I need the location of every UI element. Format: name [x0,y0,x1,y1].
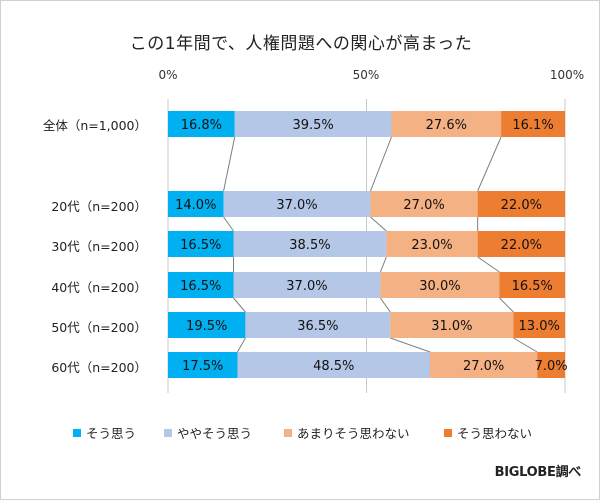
bar-segment [477,191,565,217]
data-label: 16.8% [181,118,222,133]
bar-segment [513,312,565,338]
category-label: 30代（n=200） [51,239,147,254]
legend-item: そう思わない [444,423,532,442]
data-label: 30.0% [419,279,460,294]
data-label: 27.6% [426,118,467,133]
series-line [477,136,502,192]
bar-segment [233,272,381,298]
bar-segment [233,231,387,257]
bar-segment [168,191,224,217]
bar-segment [234,111,392,137]
bar-segment [380,272,500,298]
series-line [237,337,246,353]
bar-segment [168,111,235,137]
data-label: 36.5% [297,319,338,334]
series-line [233,297,246,313]
bar-segment [501,111,565,137]
legend-item: ややそう思う [164,423,252,442]
data-label: 27.0% [403,198,444,213]
data-label: 13.0% [519,319,560,334]
bar-segment [430,352,538,378]
bar-segment [390,312,514,338]
data-label: 22.0% [501,238,542,253]
data-label: 27.0% [463,359,504,374]
bar-segment [386,231,478,257]
bar-segment [391,111,502,137]
legend-swatch [444,428,452,437]
series-line [370,136,392,192]
data-label: 7.0% [535,359,568,374]
legend-item: あまりそう思わない [284,423,410,442]
bar-segment [499,272,565,298]
legend-swatch [284,428,292,437]
chart-title: この1年間で、人権問題への関心が高まった [129,34,473,54]
legend-item: そう思う [73,423,136,442]
bar-segment [168,272,234,298]
legend-label: あまりそう思わない [297,426,410,441]
legend-swatch [73,428,81,437]
series-line [379,297,391,313]
category-label: 40代（n=200） [51,280,147,295]
category-label: 50代（n=200） [51,320,147,335]
series-line [513,337,538,353]
legend-swatch [164,428,172,437]
bar-segment [245,312,391,338]
series-line [223,136,236,192]
data-label: 16.5% [180,238,221,253]
x-tick-label: 50% [352,68,380,82]
data-label: 14.0% [175,198,216,213]
data-label: 31.0% [431,319,472,334]
series-line [370,216,387,232]
bar-segment [168,231,234,257]
bar-segment [168,352,238,378]
series-line [379,256,387,273]
data-label: 19.5% [186,319,227,334]
data-label: 16.5% [180,279,221,294]
data-label: 48.5% [313,359,354,374]
data-label: 39.5% [292,118,333,133]
series-line [477,256,500,273]
bar-segment [237,352,431,378]
data-label: 23.0% [411,238,452,253]
legend-label: ややそう思う [177,426,253,441]
bar-segment [537,352,565,378]
series-line [499,297,514,313]
bar-segment [477,231,565,257]
bar-segment [168,312,246,338]
x-tick-label: 0% [158,68,178,82]
bar-segment [370,191,478,217]
bar-segment [223,191,371,217]
data-label: 22.0% [501,198,542,213]
data-label: 37.0% [286,279,327,294]
data-label: 17.5% [182,359,223,374]
data-label: 16.5% [512,279,553,294]
category-label: 20代（n=200） [51,199,147,214]
x-tick-label: 100% [549,68,585,82]
series-line [223,216,234,232]
series-line [390,337,431,353]
legend-label: そう思う [86,426,137,441]
category-label: 60代（n=200） [51,360,147,375]
data-label: 37.0% [276,198,317,213]
data-label: 16.1% [512,118,553,133]
category-label: 全体（n=1,000） [42,118,147,133]
data-label: 38.5% [289,238,330,253]
legend-label: そう思わない [457,426,533,441]
source-credit: BIGLOBE調べ [494,465,582,480]
